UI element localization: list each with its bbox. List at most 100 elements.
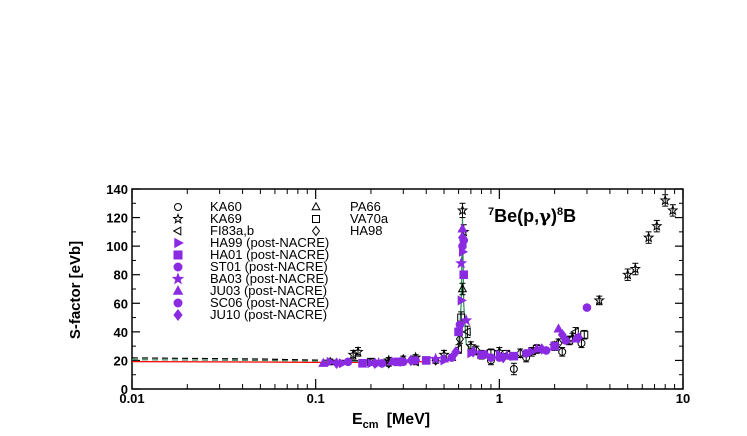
data-point-filled — [553, 323, 564, 333]
x-tick-label: 0.1 — [307, 391, 325, 406]
legend-label: JU03 (post-NACRE) — [210, 283, 327, 298]
data-point-open — [570, 327, 579, 337]
legend-marker — [172, 212, 184, 224]
data-point-open — [659, 194, 671, 206]
data-point-open — [642, 231, 655, 243]
data-point-filled — [557, 328, 567, 341]
data-point-open — [577, 339, 586, 348]
y-tick-label: 20 — [114, 353, 128, 368]
data-point-filled — [447, 353, 456, 362]
data-point-filled — [460, 314, 473, 326]
y-tick-label: 100 — [106, 239, 128, 254]
data-point-open — [667, 204, 679, 216]
legend-marker — [174, 203, 182, 211]
legend-marker — [311, 225, 321, 237]
x-axis-label: Ecm [MeV] — [352, 411, 430, 431]
tick-labels: 0 20 40 60 80 100 120 140 0.01 0.1 1 10 — [106, 182, 690, 406]
data-point-filled — [358, 358, 367, 368]
data-point-filled — [454, 327, 463, 337]
data-point-filled — [468, 346, 478, 358]
legend-label: FI83a,b — [210, 223, 254, 238]
axis-ticks — [131, 188, 684, 390]
data-point-open — [352, 345, 364, 357]
legend-label: PA66 — [350, 199, 381, 214]
data-point-filled — [429, 352, 442, 365]
data-point-filled — [455, 256, 468, 269]
data-point-filled — [509, 351, 519, 361]
data-point-filled — [521, 348, 531, 358]
title-pre-sup: 7 — [488, 206, 494, 218]
legend-label: SC06 (post-NACRE) — [210, 295, 329, 310]
data-point-filled — [326, 356, 336, 367]
x-label-unit: [MeV] — [387, 411, 431, 428]
y-tick-label: 140 — [106, 182, 128, 197]
legend-marker — [172, 285, 184, 295]
data-point-filled — [421, 356, 431, 365]
legend-label: ST01 (post-NACRE) — [210, 259, 328, 274]
legend-label: HA01 (post-NACRE) — [210, 247, 329, 262]
y-tick-label: 60 — [114, 296, 128, 311]
legend: KA60 PA66 KA69 VA70a FI83a,b HA98 HA99 (post-N… — [171, 199, 389, 322]
data-point-open — [593, 294, 605, 306]
data-point-filled — [439, 353, 450, 363]
data-point-filled — [574, 331, 583, 344]
title-post-sup: 8 — [557, 206, 563, 218]
legend-marker — [173, 298, 183, 308]
legend-marker — [173, 250, 183, 260]
data-point-filled — [561, 336, 571, 345]
legend-label: KA60 — [210, 199, 242, 214]
legend-label: VA70a — [350, 211, 389, 226]
data-point-open — [457, 283, 468, 293]
y-tick-label: 0 — [121, 382, 128, 397]
data-point-open — [456, 204, 469, 216]
legend-label: JU10 (post-NACRE) — [210, 307, 327, 322]
data-point-filled — [455, 320, 465, 330]
data-point-open — [509, 365, 518, 373]
data-point-filled — [458, 231, 467, 244]
x-label-sub: cm — [363, 419, 379, 431]
data-point-filled — [332, 357, 342, 370]
data-point-filled — [498, 351, 508, 364]
data-point-filled — [582, 303, 592, 312]
data-point-filled — [343, 357, 353, 367]
title-main2: ) — [551, 206, 557, 226]
y-axis-label: S-factor [eVb] — [67, 241, 84, 339]
y-tick-label: 40 — [114, 325, 128, 340]
data-point-filled — [451, 346, 461, 358]
legend-label: KA69 — [210, 211, 242, 226]
data-point-filled — [550, 341, 559, 351]
data-point-filled — [457, 223, 468, 233]
data-point-filled — [386, 356, 397, 366]
data-point-filled — [406, 354, 416, 367]
chart-title: 7Be(p,γ)8B — [488, 206, 576, 227]
data-point-filled — [398, 357, 408, 367]
title-gamma: γ — [539, 206, 551, 227]
legend-label: HA99 (post-NACRE) — [210, 235, 329, 250]
data-point-open — [455, 333, 465, 345]
y-tick-label: 80 — [114, 268, 128, 283]
legend-marker — [172, 226, 182, 236]
x-tick-label: 1 — [496, 391, 503, 406]
data-point-open — [462, 327, 471, 337]
x-tick-label: 10 — [676, 391, 690, 406]
title-main3: B — [563, 206, 576, 226]
legend-marker — [171, 272, 185, 285]
data-point-filled — [318, 357, 329, 367]
legend-marker — [312, 215, 320, 223]
legend-label: BA03 (post-NACRE) — [210, 271, 328, 286]
x-label-main: E — [352, 411, 363, 428]
legend-marker — [173, 262, 183, 272]
data-point-filled — [537, 343, 547, 355]
data-point-filled — [370, 357, 380, 370]
legend-marker — [174, 237, 184, 249]
legend-marker — [311, 201, 321, 211]
data-points — [318, 194, 679, 376]
data-point-open — [651, 220, 663, 231]
data-point-filled — [481, 349, 492, 359]
x-tick-label: 0.01 — [119, 391, 144, 406]
legend-label: HA98 — [350, 223, 383, 238]
data-point-filled — [457, 295, 467, 306]
data-point-open — [558, 347, 567, 356]
title-main1: Be(p, — [494, 206, 539, 226]
